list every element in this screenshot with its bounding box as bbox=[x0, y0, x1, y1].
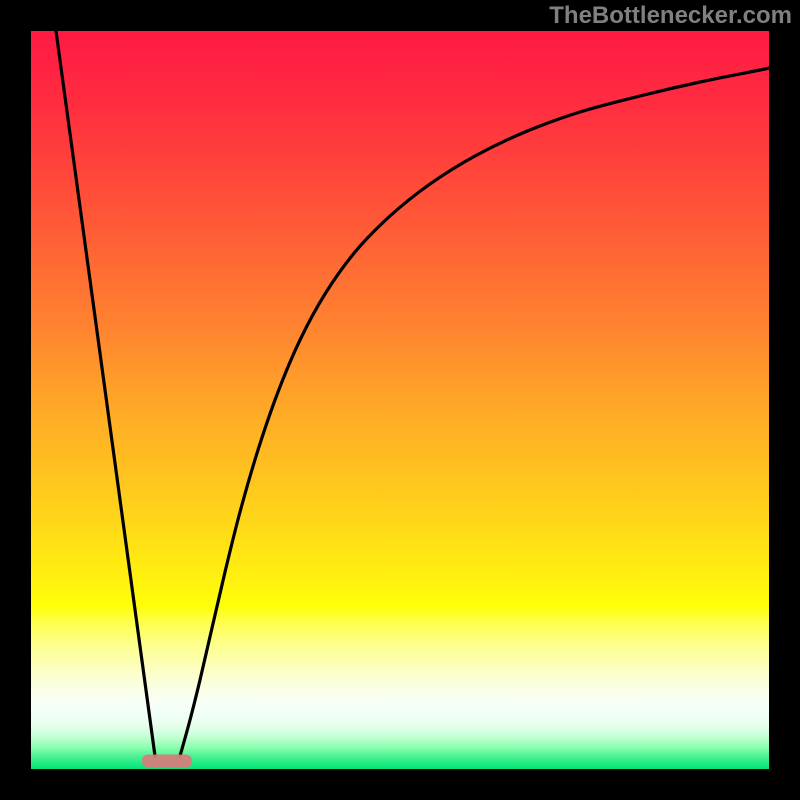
optimal-marker bbox=[142, 755, 192, 768]
bottleneck-chart bbox=[0, 0, 800, 800]
watermark-text: TheBottlenecker.com bbox=[549, 2, 792, 30]
